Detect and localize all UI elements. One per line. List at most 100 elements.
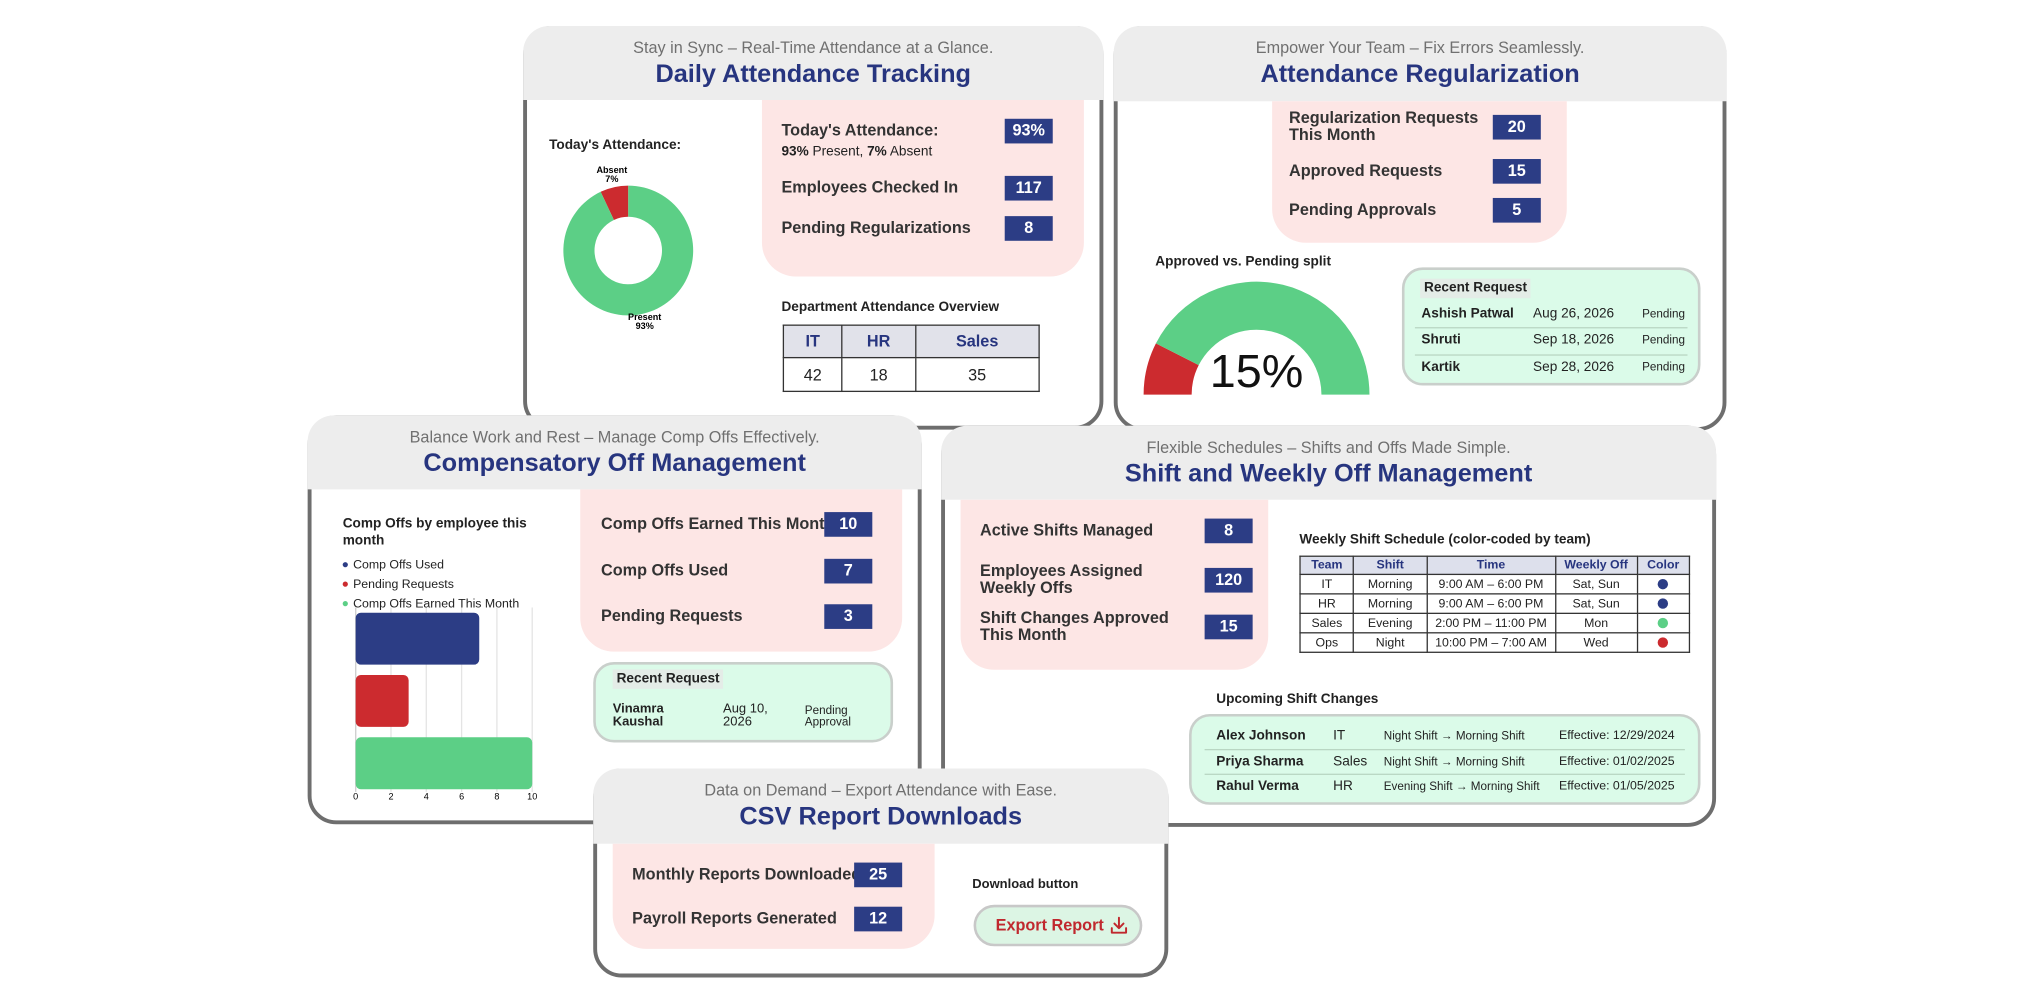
data-row: 42 18 35 xyxy=(782,356,1040,393)
upcoming-cell: Sales xyxy=(1333,753,1368,769)
stat-value: 7 xyxy=(824,558,873,584)
data-cell: Morning xyxy=(1353,593,1428,614)
stats-panel xyxy=(612,843,935,949)
schedule-table: Team Shift Time Weekly Off Color IT Morning 9:0… xyxy=(1299,555,1691,653)
row-divider xyxy=(1204,773,1685,775)
stat-value: 3 xyxy=(824,604,873,629)
header-cell: Team xyxy=(1299,555,1355,576)
stat-label: Shift Changes Approved This Month xyxy=(980,608,1169,644)
header-cell: Weekly Off xyxy=(1554,555,1638,576)
upcoming-cell: Effective: 12/29/2024 xyxy=(1558,728,1675,743)
data-cell: Morning xyxy=(1353,573,1428,595)
stat-label: Pending Requests xyxy=(601,606,743,625)
header-row: IT HR Sales xyxy=(782,324,1040,359)
data-row: Ops Night 10:00 PM – 7:00 AM Wed xyxy=(1299,632,1691,653)
upcoming-cell: Night Shift → Morning Shift xyxy=(1383,729,1525,742)
stat-label: Employees Checked In xyxy=(781,178,959,197)
legend-label: Comp Offs Earned This Month xyxy=(353,597,520,612)
stat-value: 25 xyxy=(854,862,903,888)
download-icon xyxy=(1110,916,1128,934)
card-subtitle: Data on Demand – Export Attendance with … xyxy=(704,781,1058,800)
stat-value: 117 xyxy=(1004,175,1053,201)
stat-value: 8 xyxy=(1204,518,1253,544)
color-cell xyxy=(1636,612,1691,634)
gauge-title: Approved vs. Pending split xyxy=(1155,254,1331,270)
legend-dot xyxy=(342,581,348,587)
card-subtitle: Empower Your Team – Fix Errors Seamlessl… xyxy=(1255,38,1585,58)
data-cell: HR xyxy=(1299,593,1355,614)
card-title: Shift and Weekly Off Management xyxy=(1124,459,1533,489)
data-row: IT Morning 9:00 AM – 6:00 PM Sat, Sun xyxy=(1299,573,1691,595)
legend-item: Comp Offs Used xyxy=(340,556,444,575)
color-dot xyxy=(1657,578,1669,590)
data-cell: Wed xyxy=(1554,632,1638,653)
data-row: HR Morning 9:00 AM – 6:00 PM Sat, Sun xyxy=(1299,593,1691,614)
note-part: Absent xyxy=(886,143,933,160)
table-title: Department Attendance Overview xyxy=(781,299,1000,316)
card-title: Daily Attendance Tracking xyxy=(655,59,972,89)
stat-value: 20 xyxy=(1492,114,1541,140)
recent-title: Recent Request xyxy=(612,669,724,689)
header-row: Team Shift Time Weekly Off Color xyxy=(1299,555,1691,576)
legend: Comp Offs Used Pending Requests Comp Offs … xyxy=(340,556,574,614)
stat-label: Comp Offs Earned This Month xyxy=(601,514,835,533)
row-divider xyxy=(1414,354,1688,356)
color-dot xyxy=(1657,598,1669,609)
upcoming-cell: HR xyxy=(1333,778,1353,795)
card-title: Attendance Regularization xyxy=(1260,59,1580,89)
data-cell: Sat, Sun xyxy=(1554,593,1638,614)
card-subtitle: Balance Work and Rest – Manage Comp Offs… xyxy=(409,428,820,447)
header-cell: Time xyxy=(1426,555,1556,576)
upcoming-box xyxy=(1189,713,1701,805)
recent-cell: Pending xyxy=(1642,333,1685,347)
legend-label: Comp Offs Used xyxy=(353,558,445,573)
data-cell: Sales xyxy=(1299,612,1355,634)
stat-value: 15 xyxy=(1204,614,1253,640)
upcoming-cell: Rahul Verma xyxy=(1216,778,1299,795)
department-table: IT HR Sales 42 18 35 xyxy=(782,324,1040,393)
card-header: Balance Work and Rest – Manage Comp Offs… xyxy=(307,415,922,490)
card-title: CSV Report Downloads xyxy=(739,802,1023,831)
recent-cell: Sep 18, 2026 xyxy=(1533,331,1615,348)
note-part: Present, xyxy=(808,143,868,160)
upcoming-cell: Effective: 01/05/2025 xyxy=(1558,779,1675,794)
stat-label: Today's Attendance: xyxy=(781,121,939,140)
recent-cell: Shruti xyxy=(1421,331,1461,348)
stat-label: Comp Offs Used xyxy=(601,561,729,580)
recent-cell: Aug 26, 2026 xyxy=(1533,305,1615,322)
color-cell xyxy=(1636,573,1691,595)
stat-value: 10 xyxy=(824,512,873,537)
header-cell: Sales xyxy=(914,324,1040,359)
export-button[interactable]: Export Report xyxy=(973,904,1143,947)
data-cell: 42 xyxy=(782,356,843,393)
donut-title: Today's Attendance: xyxy=(549,137,682,153)
data-cell: 9:00 AM – 6:00 PM xyxy=(1426,573,1556,595)
stat-label: Approved Requests xyxy=(1288,161,1443,180)
legend-item: Comp Offs Earned This Month xyxy=(340,595,519,614)
stat-value: 15 xyxy=(1492,159,1541,184)
stat-label: Pending Approvals xyxy=(1288,200,1437,219)
stat-label: Payroll Reports Generated xyxy=(632,909,837,928)
color-dot xyxy=(1657,617,1669,629)
header-cell: Shift xyxy=(1353,555,1428,576)
stat-value: 120 xyxy=(1204,567,1253,593)
stat-label: Regularization Requests This Month xyxy=(1288,108,1479,145)
stat-label: Pending Regularizations xyxy=(781,218,971,237)
row-divider xyxy=(1204,748,1685,750)
data-cell: 2:00 PM – 11:00 PM xyxy=(1426,612,1556,634)
legend-dot xyxy=(342,562,348,568)
recent-title: Recent Request xyxy=(1420,278,1531,298)
card-subtitle: Flexible Schedules – Shifts and Offs Mad… xyxy=(1146,438,1511,457)
stat-label: Active Shifts Managed xyxy=(980,521,1154,540)
upcoming-cell: Night Shift → Morning Shift xyxy=(1383,754,1525,768)
upcoming-cell: Alex Johnson xyxy=(1216,727,1306,744)
card-header: Data on Demand – Export Attendance with … xyxy=(593,768,1169,844)
stat-label: Monthly Reports Downloaded xyxy=(632,865,862,884)
button-label: Export Report xyxy=(995,916,1104,935)
recent-cell: Pending xyxy=(1642,360,1685,374)
download-label: Download button xyxy=(972,877,1079,892)
data-cell: IT xyxy=(1299,573,1355,595)
recent-cell: Kartik xyxy=(1421,359,1461,375)
